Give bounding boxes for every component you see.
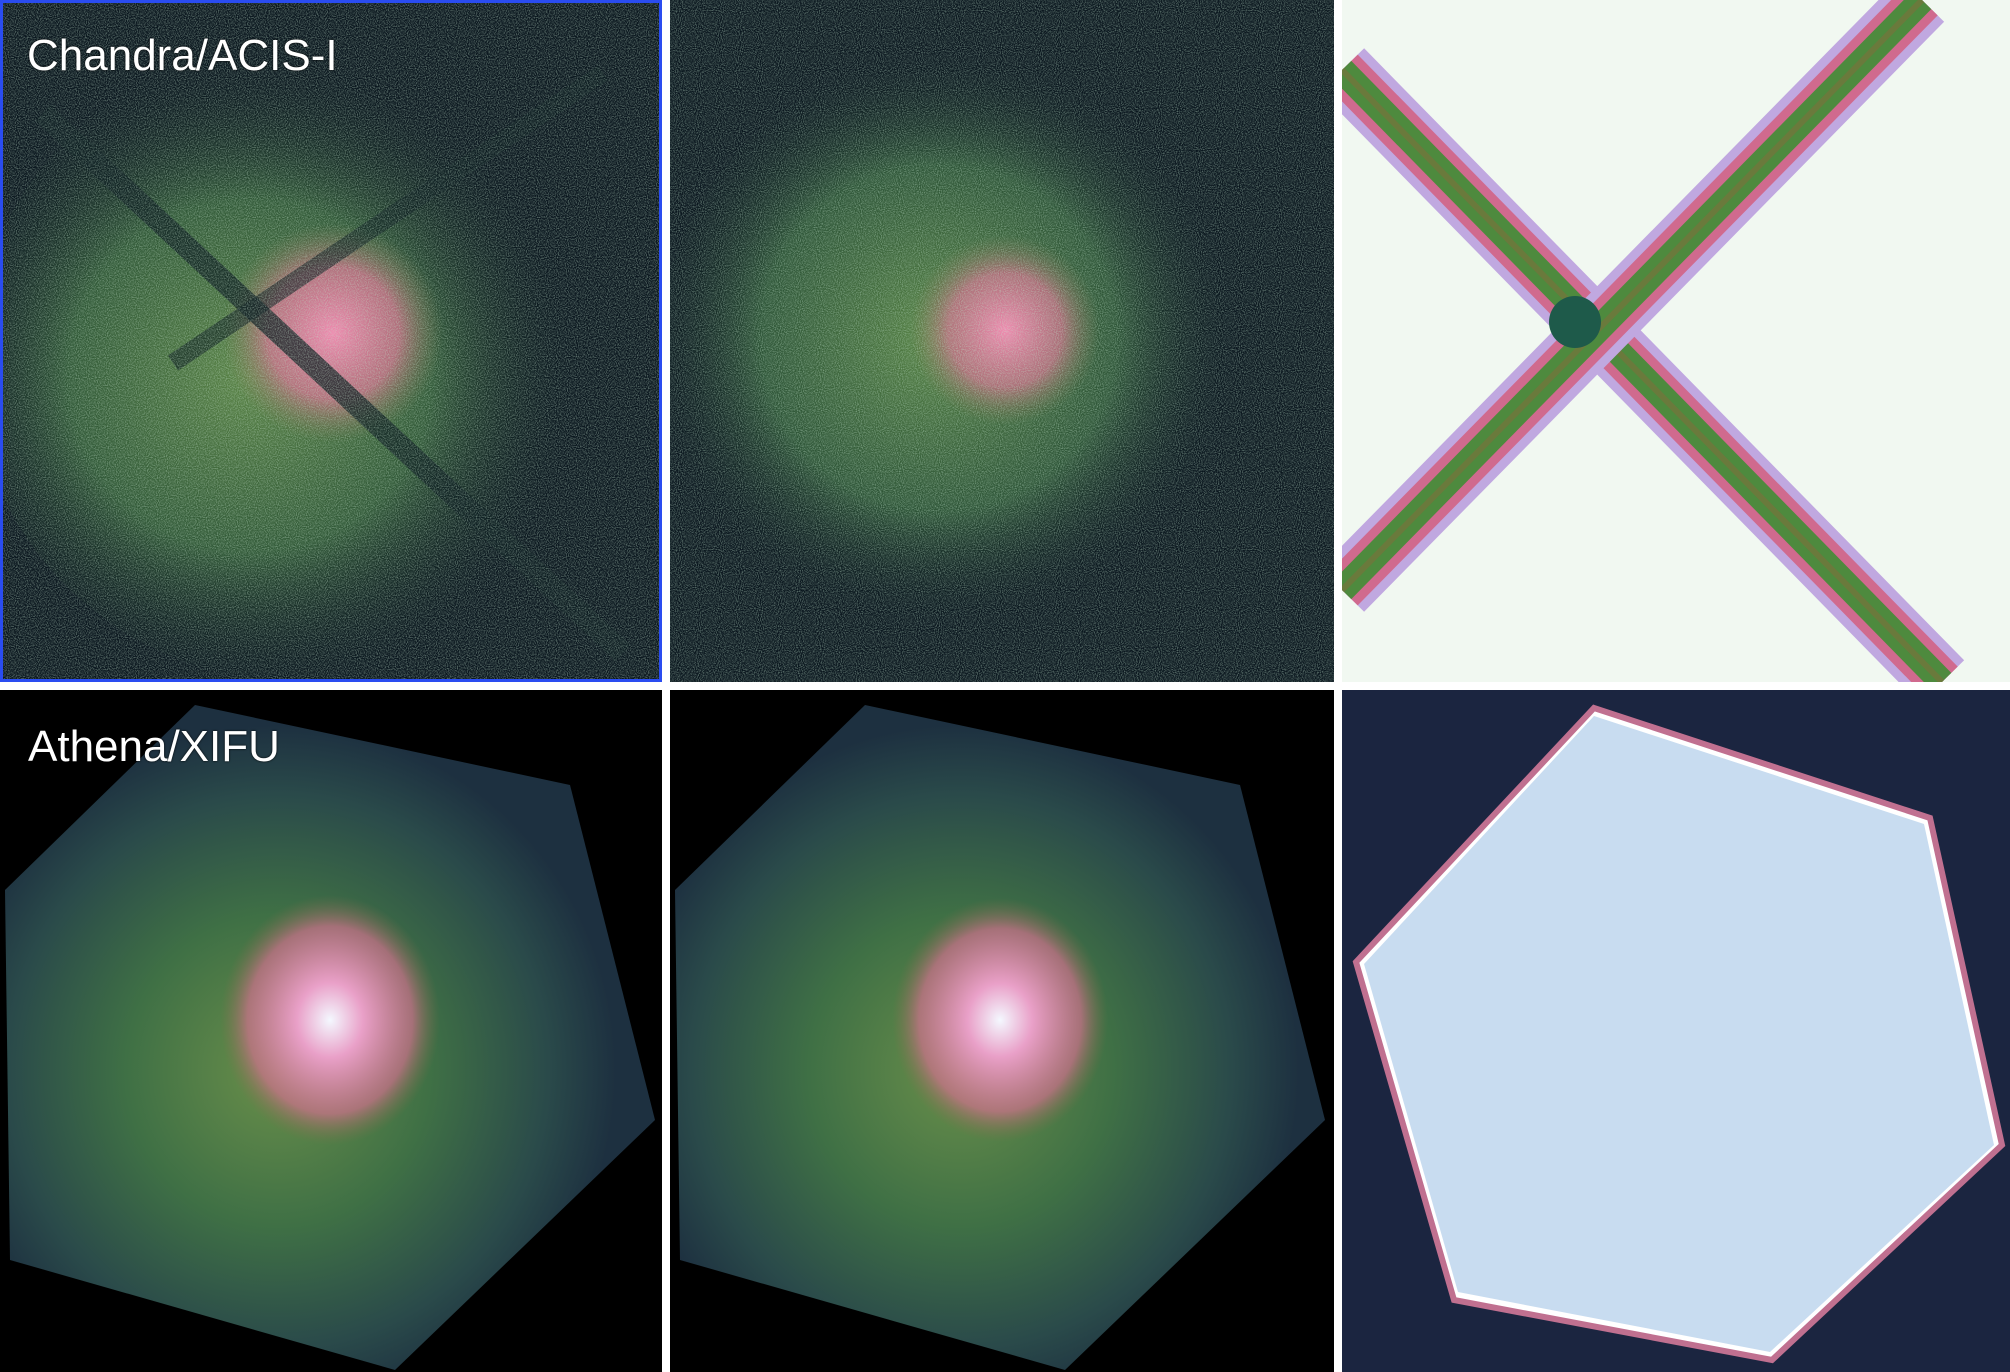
chandra-exposure-map bbox=[1342, 0, 2010, 682]
athena-corrected-image-panel[interactable] bbox=[670, 690, 1334, 1372]
chandra-raw-image-panel[interactable]: Chandra/ACIS-I bbox=[0, 0, 662, 682]
athena-instrument-label: Athena/XIFU bbox=[28, 722, 280, 771]
chandra-corrected-image bbox=[670, 0, 1334, 682]
chandra-raw-image bbox=[3, 3, 659, 679]
athena-exposure-map-panel[interactable] bbox=[1342, 690, 2010, 1372]
athena-corrected-image bbox=[670, 690, 1334, 1372]
chandra-instrument-label: Chandra/ACIS-I bbox=[27, 31, 338, 80]
athena-raw-image bbox=[0, 690, 662, 1372]
athena-exposure-map bbox=[1342, 690, 2010, 1372]
chandra-corrected-image-panel[interactable] bbox=[670, 0, 1334, 682]
athena-raw-image-panel[interactable]: Athena/XIFU bbox=[0, 690, 662, 1372]
chandra-exposure-map-panel[interactable] bbox=[1342, 0, 2010, 682]
